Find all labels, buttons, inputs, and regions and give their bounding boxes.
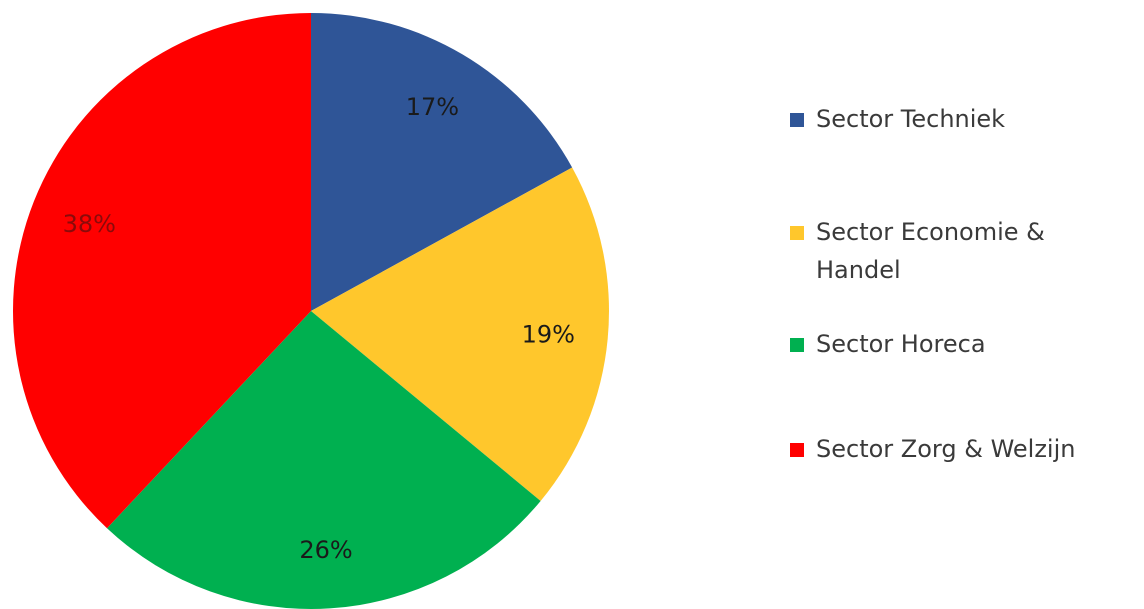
pie-slice-sector-economie-handel: [311, 167, 609, 501]
legend-swatch: [790, 226, 804, 240]
legend-swatch: [790, 113, 804, 127]
legend-label: Sector Techniek: [816, 105, 1006, 133]
legend-swatch: [790, 338, 804, 352]
legend-label: Sector Economie & Handel: [816, 218, 1045, 284]
legend-label: Sector Zorg & Welzijn: [816, 435, 1076, 463]
pie-slices: [12, 13, 609, 609]
data-label-1: 17%: [406, 93, 459, 121]
legend-swatch: [790, 443, 804, 457]
legend-label: Sector Horeca: [816, 330, 986, 358]
data-label-2: 19%: [522, 320, 575, 348]
legend-item: Sector Techniek: [790, 100, 1116, 138]
pie-slice-sector-horeca: [107, 311, 541, 609]
legend-item: Sector Economie & Handel: [790, 213, 1116, 289]
data-label-4: 38%: [63, 210, 116, 238]
pie-slice-sector-techniek: [311, 13, 573, 311]
legend-item: Sector Horeca: [790, 325, 1116, 363]
data-label-3: 26%: [299, 536, 352, 564]
pie-data-labels: 17% 19% 26% 38%: [63, 93, 575, 564]
pie-slice-sector-zorg-welzijn: [12, 13, 311, 529]
legend-item: Sector Zorg & Welzijn: [790, 430, 1116, 468]
